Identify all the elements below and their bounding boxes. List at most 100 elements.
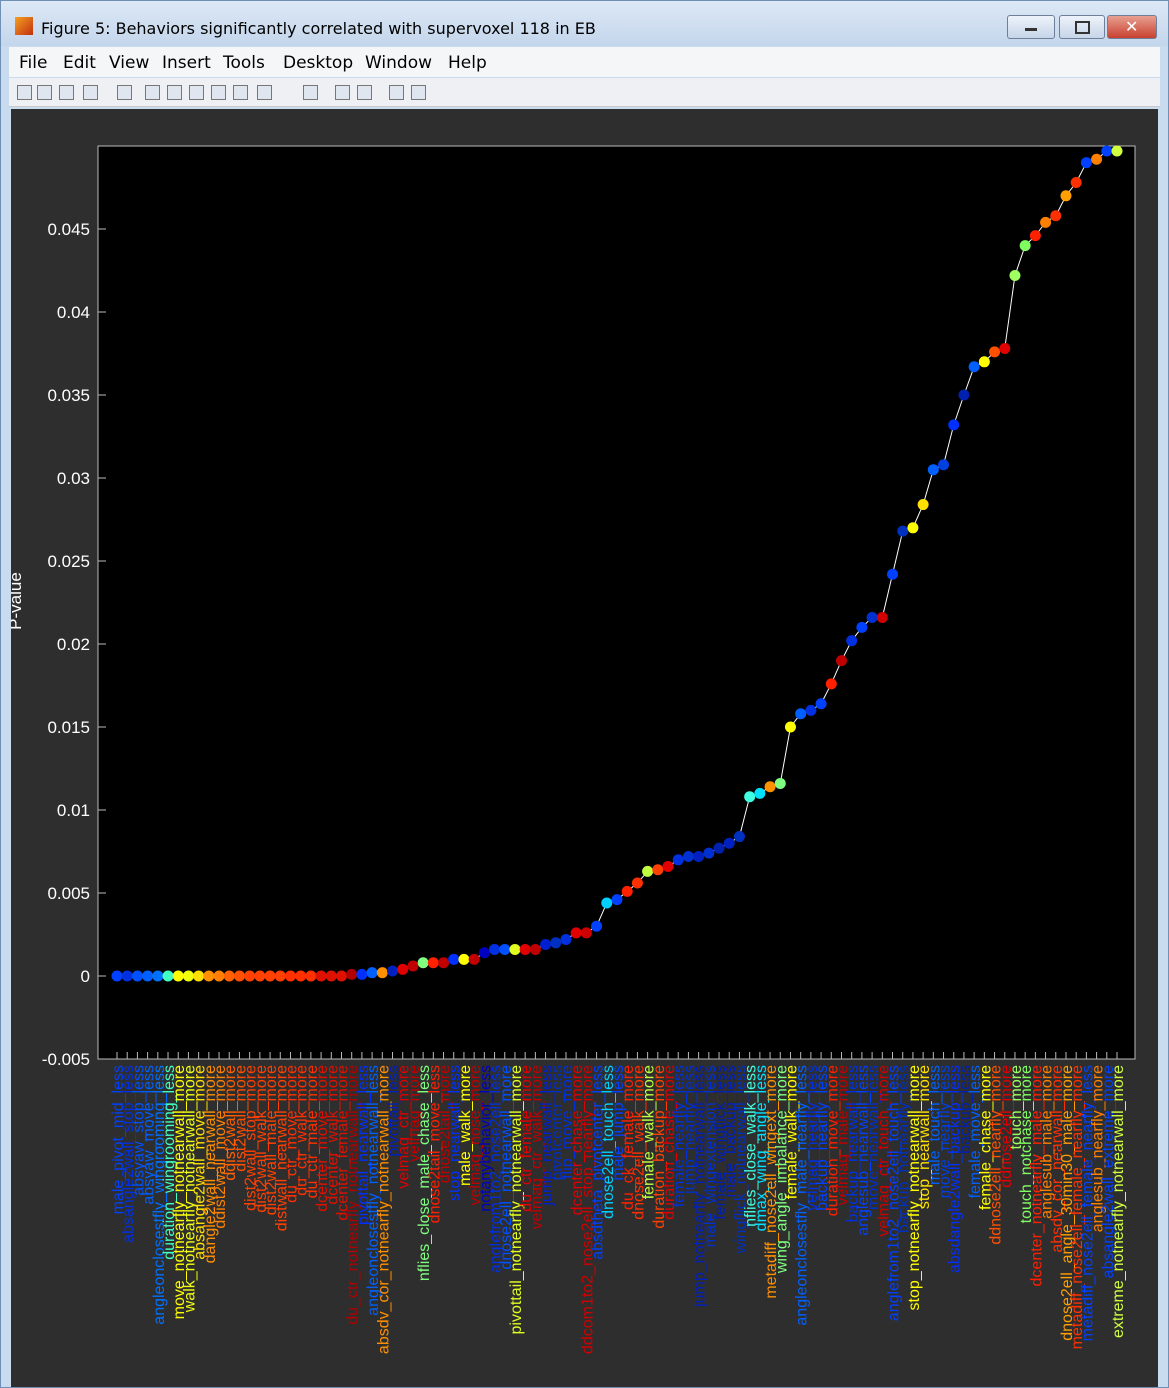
data-point: [131, 970, 143, 982]
x-tick-label: dnose2ell_angle_30min30_male_more: [1059, 1065, 1076, 1341]
menu-item[interactable]: Insert: [162, 53, 211, 73]
x-tick-label: absdv_cor_notnearfly_notnearwall_more: [375, 1065, 392, 1354]
toolbar-button[interactable]: [117, 85, 132, 100]
data-point: [295, 970, 307, 982]
toolbar-button[interactable]: [257, 85, 272, 100]
menu-item[interactable]: Desktop: [283, 53, 354, 73]
data-point: [907, 522, 919, 534]
toolbar-button[interactable]: [17, 85, 32, 100]
x-tick-label: dcenter_female_more: [334, 1065, 351, 1221]
toolbar-button[interactable]: [303, 85, 318, 100]
menu-item[interactable]: Help: [448, 53, 487, 73]
menu-item[interactable]: Edit: [63, 53, 96, 73]
data-point: [213, 970, 225, 982]
x-tick-label: pivotcenter_less: [549, 1065, 566, 1181]
data-point: [601, 897, 613, 909]
x-tick-label: absyaw_move_less: [141, 1065, 158, 1205]
x-tick-label: duration_move_more: [824, 1065, 841, 1216]
menu-item[interactable]: Tools: [223, 53, 265, 73]
x-tick-label: anglefrom1to2_nose2ell_less: [488, 1065, 505, 1273]
menu-item[interactable]: File: [19, 53, 48, 73]
x-tick-label: pivottail_nearwall_less: [355, 1065, 372, 1225]
y-tick-label: -0.005: [42, 1050, 90, 1069]
toolbar-button[interactable]: [389, 85, 404, 100]
x-tick-label: absangle2wall_stop_less: [120, 1065, 137, 1243]
data-point: [682, 850, 694, 862]
data-point: [560, 933, 572, 945]
data-point: [489, 943, 501, 955]
toolbar-button[interactable]: [357, 85, 372, 100]
data-point: [723, 837, 735, 849]
y-tick-label: 0.04: [57, 303, 90, 322]
toolbar-button[interactable]: [233, 85, 248, 100]
data-point: [764, 781, 776, 793]
x-tick-label: velmag_nose_more: [467, 1065, 484, 1206]
maximize-button[interactable]: [1059, 15, 1105, 39]
data-point: [693, 850, 705, 862]
y-tick-label: 0.03: [57, 469, 90, 488]
x-tick-label: angleonclosestfly_male_nearfly_less: [794, 1065, 811, 1326]
data-point: [387, 965, 399, 977]
data-point: [876, 611, 888, 623]
x-tick-label: pivottail_notnearfly_notnearwall_more: [508, 1065, 525, 1335]
data-point: [274, 970, 286, 982]
y-tick-label: 0.025: [47, 552, 90, 571]
toolbar-button[interactable]: [167, 85, 182, 100]
y-tick-label: 0.035: [47, 386, 90, 405]
data-point: [478, 947, 490, 959]
toolbar-button[interactable]: [411, 85, 426, 100]
data-point: [438, 957, 450, 969]
x-tick-label: wing_angle_imbalance_more: [773, 1065, 790, 1274]
y-tick-label: 0.01: [57, 801, 90, 820]
data-point: [958, 389, 970, 401]
x-tick-label: du_ctr_walk_more: [294, 1065, 311, 1196]
data-point: [825, 678, 837, 690]
toolbar-button[interactable]: [145, 85, 160, 100]
x-tick-label: jump_nearwall_less: [539, 1065, 556, 1207]
x-tick-label: du_ctr_male_more: [304, 1065, 321, 1199]
x-tick-label: dist2wall_stop_more: [243, 1065, 260, 1211]
toolbar-button[interactable]: [335, 85, 350, 100]
toolbar-button[interactable]: [59, 85, 74, 100]
data-point: [897, 525, 909, 537]
x-tick-label: ddcom1to2_nose2ell_stop_nearfly_more: [579, 1065, 596, 1354]
x-tick-label: dnose2ell_walk_more: [630, 1065, 647, 1220]
x-tick-label: metadiff_nose2ell_female_nearfly_less: [1079, 1065, 1096, 1341]
menu-item[interactable]: View: [109, 53, 150, 73]
data-point: [856, 621, 868, 633]
x-tick-label: dnose2tail_move_less: [426, 1065, 443, 1223]
y-tick-label: 0: [81, 967, 90, 986]
x-tick-label: backup_nearfly_less: [814, 1065, 831, 1211]
toolbar-button[interactable]: [37, 85, 52, 100]
x-tick-label: dist2wall_walk_more: [253, 1065, 270, 1213]
toolbar-button[interactable]: [211, 85, 226, 100]
data-point: [284, 970, 296, 982]
title-bar: Figure 5: Behaviors significantly correl…: [1, 1, 1168, 46]
data-point: [927, 464, 939, 476]
toolbar-button[interactable]: [83, 85, 98, 100]
x-tick-label: velmag_nearfly_less: [804, 1065, 821, 1211]
x-tick-label: dcenter_walk_more: [324, 1065, 341, 1205]
x-tick-label: dnose2tail_more: [437, 1065, 454, 1183]
x-tick-label: male_pivot_mid_less: [110, 1065, 127, 1214]
x-tick-label: nflies_close_male_chase_less: [416, 1065, 433, 1281]
data-point: [223, 970, 235, 982]
close-button[interactable]: ✕: [1107, 15, 1157, 39]
y-tick-label: 0.015: [47, 718, 90, 737]
data-point: [1040, 216, 1052, 228]
minimize-button[interactable]: [1007, 15, 1055, 39]
x-tick-label: notanybehavior_less: [477, 1065, 494, 1212]
data-point: [846, 635, 858, 647]
chart: P-value -0.005 0 0.005 0.01 0.015 0.02 0.025 0.…: [11, 145, 1136, 1354]
data-point: [254, 970, 266, 982]
menu-item[interactable]: Window: [365, 53, 433, 73]
x-tick-label: dist2wall_more: [232, 1065, 249, 1172]
data-point: [652, 864, 664, 876]
x-tick-label: absdtheta_pivotcenter_less: [590, 1065, 607, 1260]
x-tick-label: male_jump_less: [610, 1065, 627, 1181]
data-point: [978, 356, 990, 368]
data-point: [784, 721, 796, 733]
toolbar-button[interactable]: [189, 85, 204, 100]
x-tick-label: backup_less: [957, 1065, 974, 1154]
data-point: [397, 963, 409, 975]
